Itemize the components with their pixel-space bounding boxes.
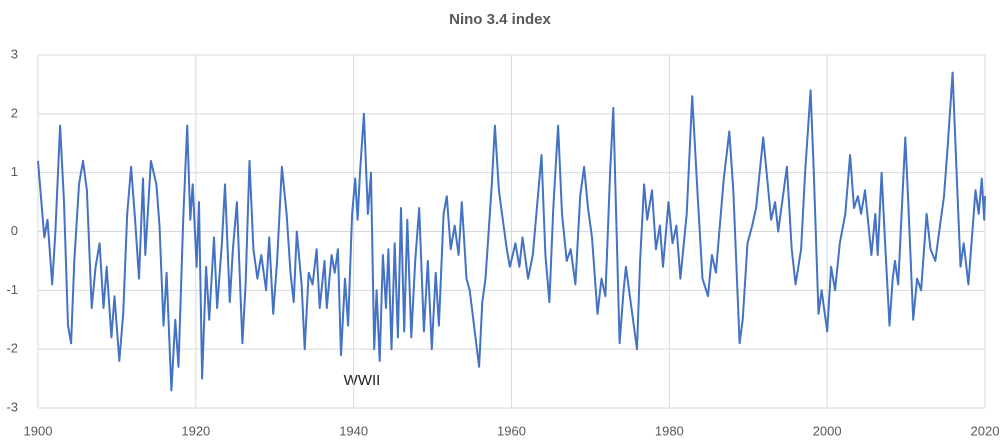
x-tick-label: 1940 <box>339 423 368 438</box>
y-tick-label: -3 <box>6 399 18 414</box>
annotation: WWII <box>344 372 381 389</box>
x-tick-label: 1960 <box>497 423 526 438</box>
y-tick-label: 0 <box>11 223 18 238</box>
y-tick-label: -1 <box>6 282 18 297</box>
chart-title: Nino 3.4 index <box>449 11 551 28</box>
y-tick-label: 2 <box>11 105 18 120</box>
x-tick-label: 2020 <box>971 423 1000 438</box>
x-tick-label: 1900 <box>24 423 53 438</box>
x-tick-label: 2000 <box>813 423 842 438</box>
y-tick-label: -2 <box>6 341 18 356</box>
x-tick-label: 1980 <box>655 423 684 438</box>
y-tick-label: 3 <box>11 46 18 61</box>
x-tick-label: 1920 <box>181 423 210 438</box>
y-tick-label: 1 <box>11 164 18 179</box>
series-line <box>37 71 986 392</box>
